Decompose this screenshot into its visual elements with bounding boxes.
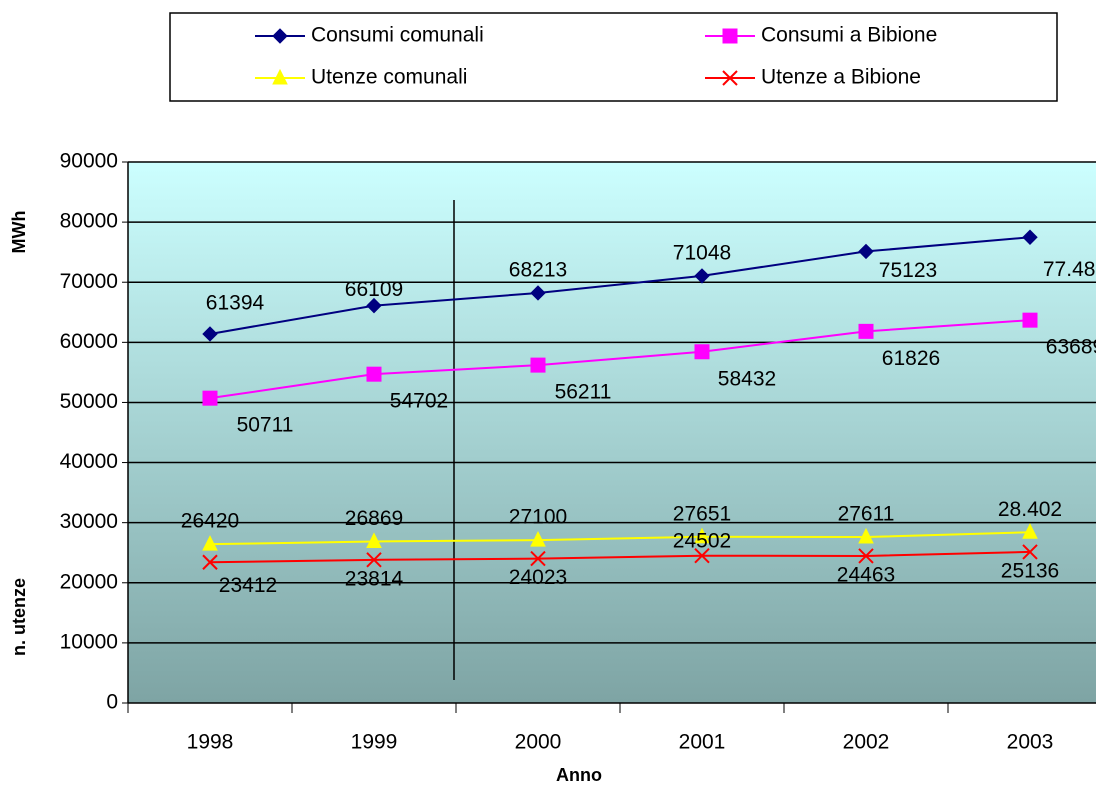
marker <box>530 530 546 547</box>
line <box>209 319 1031 400</box>
x-axis-label: Anno <box>556 765 602 785</box>
line <box>209 550 1031 564</box>
data-label: 77.480 <box>1043 258 1096 281</box>
x-tick-label: 2001 <box>679 731 726 754</box>
marker <box>272 28 288 44</box>
data-label: 23412 <box>219 574 277 597</box>
data-label: 24023 <box>509 566 567 589</box>
data-label: 28.402 <box>998 498 1062 521</box>
y-tick-label: 10000 <box>60 630 118 653</box>
data-label: 61394 <box>206 292 265 315</box>
x-tick-label: 2003 <box>1007 731 1054 754</box>
data-label: 24502 <box>673 529 731 552</box>
data-label: 25136 <box>1001 559 1059 582</box>
legend-label: Consumi a Bibione <box>761 24 937 47</box>
marker <box>694 548 710 564</box>
marker <box>694 527 710 544</box>
data-label: 24463 <box>837 563 895 586</box>
legend <box>169 12 1058 102</box>
y-tick-label: 20000 <box>60 570 118 593</box>
marker <box>366 532 382 548</box>
marker <box>366 366 382 382</box>
y-tick-label: 80000 <box>60 210 118 233</box>
y-tick-label: 0 <box>106 691 118 714</box>
data-label: 61826 <box>882 347 940 370</box>
marker <box>366 552 382 568</box>
y-axis-label: n. utenze <box>9 578 29 656</box>
marker <box>202 554 218 570</box>
marker <box>202 390 218 406</box>
marker <box>858 323 874 339</box>
x-tick-label: 1998 <box>187 731 234 754</box>
marker <box>858 527 874 544</box>
marker <box>694 344 710 360</box>
data-label: 58432 <box>718 367 776 390</box>
x-tick-label: 2002 <box>843 731 890 754</box>
marker <box>1022 229 1038 245</box>
data-label: 56211 <box>555 381 612 404</box>
y-tick-label: 60000 <box>60 330 118 353</box>
y-tick-label: 50000 <box>60 390 118 413</box>
y-axis-label: MWh <box>9 211 29 254</box>
marker <box>202 326 218 342</box>
y-tick-label: 70000 <box>60 270 118 293</box>
data-label: 68213 <box>509 259 567 282</box>
marker <box>272 68 288 85</box>
marker <box>722 28 738 44</box>
data-label: 26869 <box>345 507 403 530</box>
data-label: 27611 <box>838 503 895 526</box>
data-label: 26420 <box>181 510 239 533</box>
marker <box>530 357 546 373</box>
marker <box>366 297 382 314</box>
data-label: 71048 <box>673 241 731 264</box>
plot-area <box>128 162 1096 703</box>
data-label: 23814 <box>345 567 404 590</box>
marker <box>858 243 874 260</box>
legend-label: Consumi comunali <box>311 24 484 47</box>
data-label: 66109 <box>345 278 403 301</box>
y-tick-label: 90000 <box>60 150 118 173</box>
marker <box>858 548 874 564</box>
x-tick-label: 2000 <box>515 731 562 754</box>
marker <box>1022 523 1038 539</box>
data-label: 27651 <box>673 502 731 525</box>
y-tick-label: 40000 <box>60 450 118 473</box>
marker <box>530 550 546 567</box>
line <box>209 236 1031 335</box>
data-label: 63689 <box>1046 336 1096 359</box>
marker <box>530 285 546 301</box>
marker <box>694 268 710 284</box>
legend-label: Utenze comunali <box>311 66 467 89</box>
data-label: 75123 <box>879 259 937 282</box>
x-tick-label: 1999 <box>351 731 398 754</box>
marker <box>722 70 738 86</box>
y-tick-label: 30000 <box>60 510 118 533</box>
data-label: 27100 <box>509 506 567 529</box>
legend-label: Utenze a Bibione <box>761 66 921 89</box>
data-label: 50711 <box>237 414 294 437</box>
marker <box>1022 544 1038 560</box>
marker <box>202 535 218 551</box>
marker <box>1022 312 1038 328</box>
data-label: 54702 <box>390 390 448 413</box>
line <box>209 531 1031 546</box>
